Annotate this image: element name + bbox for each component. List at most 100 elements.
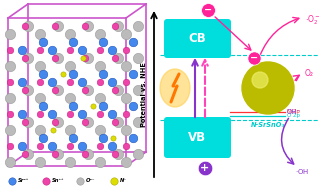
Point (49, 81, 54, 84)
Point (251, 57, 257, 60)
Point (85, 153, 90, 156)
Point (112, 57, 118, 60)
Point (55, 153, 61, 156)
Point (111, 180, 117, 183)
Point (49, 49, 54, 52)
FancyBboxPatch shape (164, 117, 231, 158)
Text: −: − (204, 5, 212, 15)
Point (37, 64, 43, 67)
Point (82, 153, 88, 156)
Point (82, 88, 88, 91)
Point (23, 88, 28, 91)
Point (80, 112, 85, 115)
Point (23, 57, 28, 60)
Point (19, 112, 24, 115)
Point (136, 88, 141, 91)
Point (67, 97, 72, 100)
Point (71, 136, 76, 139)
Point (98, 81, 103, 84)
Point (61, 73, 66, 76)
Point (100, 73, 106, 76)
Point (80, 144, 85, 147)
Point (71, 40, 76, 43)
Circle shape (252, 72, 268, 88)
Text: $\cdot$OH: $\cdot$OH (295, 167, 309, 177)
Point (123, 64, 128, 67)
Point (7, 144, 13, 147)
Point (109, 144, 115, 147)
Point (205, 9, 211, 12)
Point (123, 81, 128, 84)
Point (98, 112, 103, 115)
Text: Sn⁴⁺: Sn⁴⁺ (52, 178, 64, 184)
Point (43, 180, 49, 183)
Point (203, 167, 208, 170)
Point (82, 57, 88, 60)
Point (98, 49, 103, 52)
Point (7, 129, 13, 132)
Point (71, 73, 76, 76)
Point (67, 160, 72, 163)
Point (52, 25, 58, 28)
Text: N⁻: N⁻ (120, 178, 127, 184)
Point (67, 129, 72, 132)
Point (55, 57, 61, 60)
Point (25, 121, 31, 124)
Point (19, 81, 24, 84)
Point (115, 153, 120, 156)
Point (41, 73, 46, 76)
Point (52, 88, 58, 91)
Point (82, 121, 88, 124)
Point (85, 88, 90, 91)
Point (37, 49, 43, 52)
Point (7, 112, 13, 115)
Point (41, 40, 46, 43)
Point (98, 97, 103, 100)
Point (136, 121, 141, 124)
Point (37, 144, 43, 147)
Text: O²⁻: O²⁻ (86, 178, 96, 184)
Point (41, 136, 46, 139)
Point (123, 112, 128, 115)
Ellipse shape (160, 69, 190, 107)
Point (67, 112, 72, 115)
Point (123, 49, 128, 52)
Point (115, 57, 120, 60)
Text: O₂: O₂ (305, 68, 314, 77)
Point (98, 33, 103, 36)
Circle shape (242, 62, 294, 114)
Point (19, 49, 24, 52)
Point (98, 160, 103, 163)
Text: VB: VB (188, 131, 206, 144)
Point (130, 136, 136, 139)
Point (90, 105, 96, 108)
Point (123, 129, 128, 132)
Text: O 2p: O 2p (287, 114, 300, 119)
Point (71, 105, 76, 108)
Text: Sr²⁺: Sr²⁺ (18, 178, 29, 184)
Text: N-SrSnO₃: N-SrSnO₃ (251, 122, 285, 128)
Point (123, 97, 128, 100)
Point (136, 153, 141, 156)
Point (25, 88, 31, 91)
Point (37, 160, 43, 163)
Point (67, 81, 72, 84)
Point (85, 121, 90, 124)
Point (85, 25, 90, 28)
Point (55, 25, 61, 28)
Point (112, 121, 118, 124)
Point (7, 97, 13, 100)
Point (41, 105, 46, 108)
Point (25, 25, 31, 28)
Point (49, 112, 54, 115)
Point (23, 153, 28, 156)
Point (37, 129, 43, 132)
Point (25, 57, 31, 60)
Point (130, 73, 136, 76)
Point (55, 121, 61, 124)
Point (80, 57, 86, 60)
Point (98, 144, 103, 147)
Point (67, 144, 72, 147)
Point (98, 64, 103, 67)
Point (112, 88, 118, 91)
